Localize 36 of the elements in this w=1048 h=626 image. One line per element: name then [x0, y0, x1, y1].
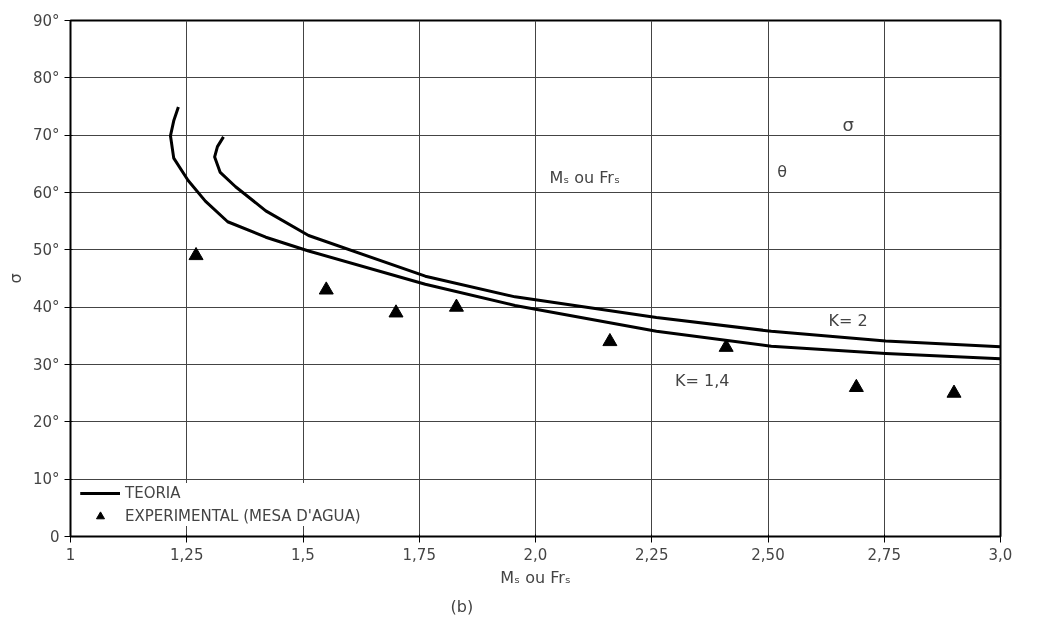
x-tick-label: 3,0 — [988, 545, 1013, 564]
x-tick-label: 1,25 — [170, 545, 204, 564]
point — [188, 246, 204, 261]
y-axis-title: σ — [5, 273, 25, 284]
y-tick-label: 80° — [32, 68, 60, 87]
x-tick-label: 1,5 — [291, 545, 315, 564]
legend-label: EXPERIMENTAL (MESA D'AGUA) — [125, 507, 361, 525]
annotation: θ — [777, 162, 788, 182]
annotation: Mₛ ou Frₛ — [549, 167, 620, 187]
y-tick-label: 90° — [32, 11, 60, 30]
text: (b) — [450, 596, 474, 616]
x-tick-label: 1 — [65, 545, 76, 564]
y-tick-label: 0 — [49, 527, 60, 546]
y-tick-label: 10° — [32, 470, 60, 489]
y-tick-label: 70° — [32, 126, 60, 145]
point — [946, 384, 962, 398]
point — [602, 332, 618, 347]
y-tick-label: 60° — [32, 183, 60, 202]
x-tick-label: 2,25 — [635, 545, 669, 564]
y-tick-label: 40° — [32, 298, 60, 317]
point — [318, 281, 334, 295]
annotation: σ — [842, 114, 854, 136]
y-tick-label: 30° — [32, 355, 60, 374]
annotation: TEORIA — [125, 484, 181, 502]
y-tick-label: 20° — [32, 412, 60, 431]
y-tick-label: 50° — [32, 240, 60, 259]
point — [848, 378, 864, 392]
x-tick-label: 2,0 — [523, 545, 548, 564]
x-tick-label: 1,75 — [402, 545, 436, 564]
point — [388, 304, 404, 318]
point — [448, 298, 464, 312]
annotation: K= 1,4 — [675, 371, 730, 391]
x-axis-title: Mₛ ou Frₛ — [500, 567, 571, 587]
x-tick-label: 2,75 — [867, 545, 901, 564]
annotation: K= 2 — [828, 311, 868, 331]
x-tick-label: 2,50 — [751, 545, 785, 564]
